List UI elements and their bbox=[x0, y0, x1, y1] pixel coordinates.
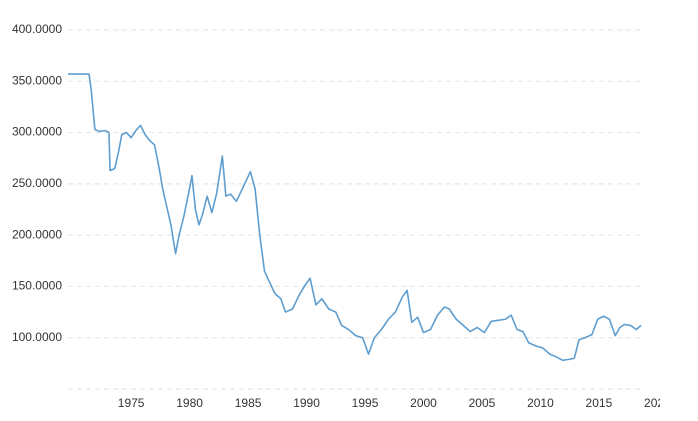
y-tick-label: 300.0000 bbox=[12, 125, 62, 139]
x-tick-label: 1975 bbox=[118, 396, 145, 410]
x-tick-label: 2000 bbox=[410, 396, 437, 410]
y-tick-label: 400.0000 bbox=[12, 22, 62, 36]
y-tick-label: 200.0000 bbox=[12, 227, 62, 241]
y-tick-label: 150.0000 bbox=[12, 279, 62, 293]
x-tick-label: 2015 bbox=[586, 396, 613, 410]
x-tick-label: 2005 bbox=[469, 396, 496, 410]
x-tick-label: 2010 bbox=[527, 396, 554, 410]
y-tick-label: 350.0000 bbox=[12, 73, 62, 87]
x-tick-label: 1990 bbox=[293, 396, 320, 410]
chart: 100.0000 150.0000 200.0000 250.0000 300.0000… bbox=[12, 22, 660, 410]
line-series bbox=[68, 73, 642, 362]
x-tick-label: 1995 bbox=[352, 396, 379, 410]
y-tick-label: 250.0000 bbox=[12, 176, 62, 190]
x-tick-label: 1985 bbox=[235, 396, 262, 410]
x-tick-label: 1980 bbox=[176, 396, 203, 410]
x-tick-label: 2020 bbox=[644, 396, 660, 410]
y-tick-label: 100.0000 bbox=[12, 330, 62, 344]
